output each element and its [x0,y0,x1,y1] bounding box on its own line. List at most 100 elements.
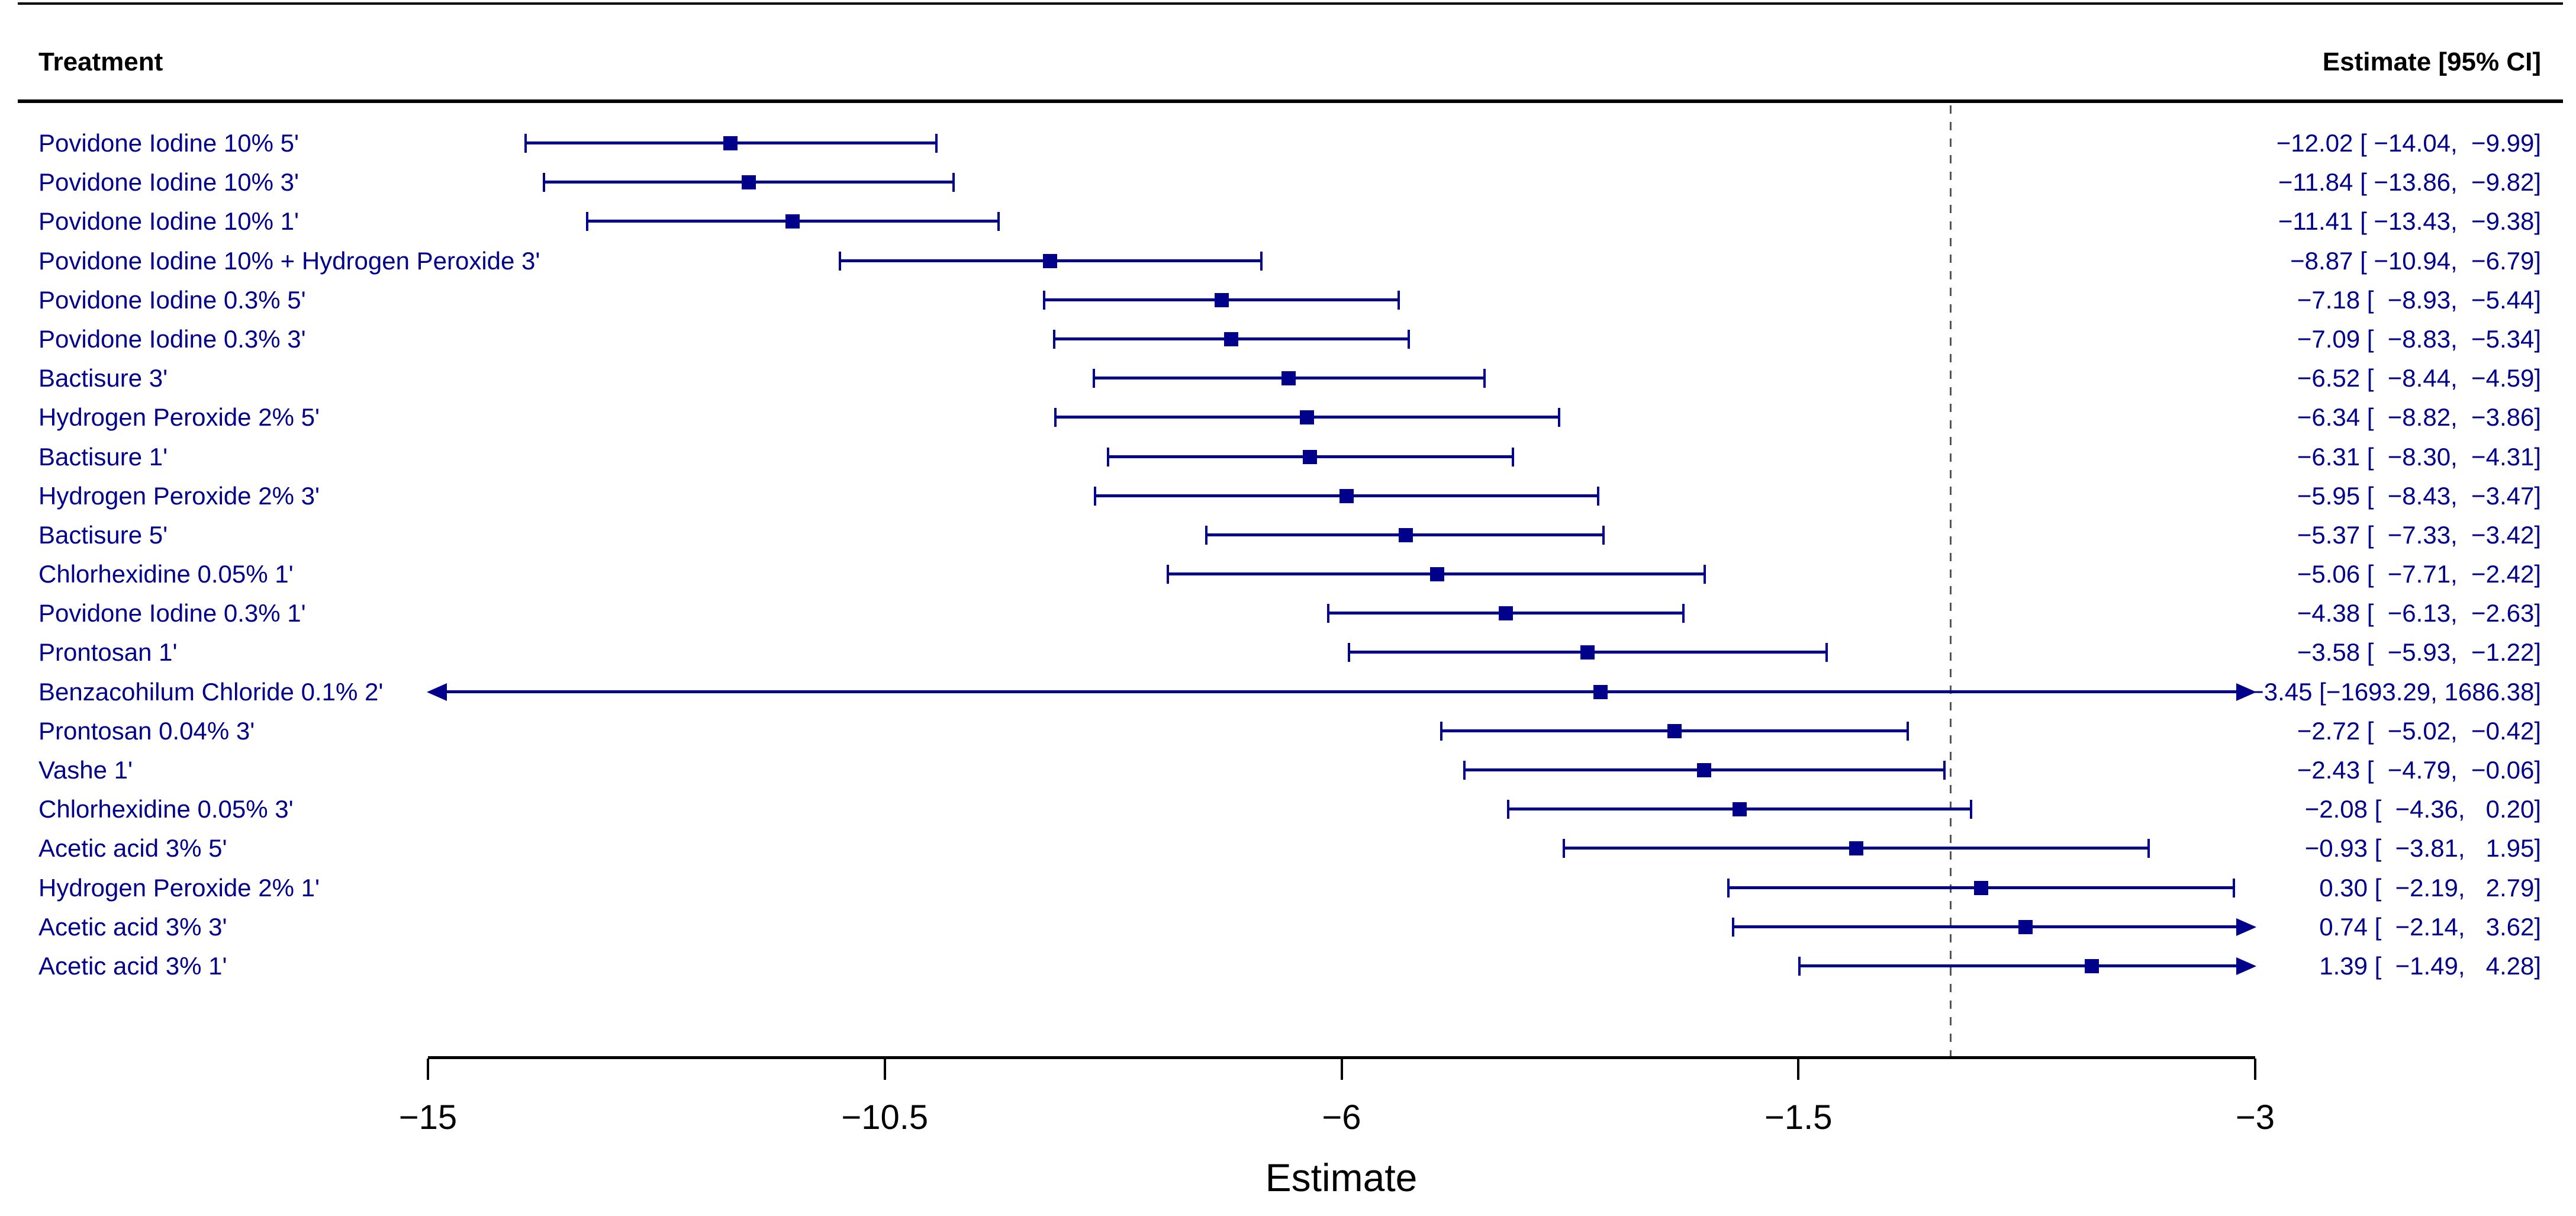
estimate-square-marker [723,136,738,150]
estimate-square-marker [741,175,756,190]
ci-cap-right [952,173,955,192]
header-rule [18,99,2563,103]
ci-cap-right [1602,525,1605,545]
x-axis-tick-label: −10.5 [841,1098,929,1137]
ci-cap-left [1053,329,1056,349]
ci-cap-left [1205,525,1208,545]
treatment-label: Chlorhexidine 0.05% 3' [38,795,294,823]
estimate-square-marker [1429,567,1444,582]
estimate-ci-value: −7.18 [ −8.93, −5.44] [2297,285,2541,314]
estimate-ci-value: −2.43 [ −4.79, −0.06] [2297,756,2541,784]
ci-cap-left [839,251,842,271]
ci-cap-left [1798,956,1801,976]
ci-cap-right [935,134,938,153]
estimate-ci-value: −3.45 [−1693.29, 1686.38] [2249,677,2541,706]
ci-cap-right [1597,486,1600,506]
estimate-square-marker [2018,919,2033,934]
ci-cap-left [1347,643,1350,662]
treatment-label: Vashe 1' [38,756,133,784]
estimate-ci-value: −11.41 [ −13.43, −9.38] [2278,207,2541,236]
ci-cap-left [1043,290,1045,310]
ci-cap-left [1093,486,1096,506]
ci-cap-left [542,173,545,192]
estimate-square-marker [1215,292,1229,307]
treatment-label: Povidone Iodine 10% + Hydrogen Peroxide … [38,246,540,275]
ci-cap-right [1907,721,1910,741]
ci-cap-left [524,134,527,153]
treatment-label: Benzacohilum Chloride 0.1% 2' [38,677,384,706]
estimate-square-marker [1339,488,1354,503]
ci-cap-left [1440,721,1442,741]
x-axis-tick [883,1059,886,1080]
treatment-label: Acetic acid 3% 3' [38,912,227,941]
estimate-square-marker [2084,958,2099,973]
ci-cap-right [997,212,1000,231]
treatment-label: Povidone Iodine 10% 3' [38,168,300,197]
treatment-label: Hydrogen Peroxide 2% 5' [38,403,320,432]
treatment-label: Bactisure 1' [38,442,168,471]
estimate-ci-column-header: Estimate [95% CI] [2322,47,2541,76]
treatment-label: Povidone Iodine 0.3% 5' [38,285,306,314]
x-axis-tick-label: −15 [398,1098,458,1137]
estimate-square-marker [1300,410,1315,425]
ci-cap-left [1167,565,1170,584]
x-axis-tick [2254,1059,2256,1080]
estimate-ci-value: −3.58 [ −5.93, −1.22] [2297,638,2541,667]
estimate-ci-value: −6.52 [ −8.44, −4.59] [2297,364,2541,393]
estimate-ci-value: −11.84 [ −13.86, −9.82] [2278,168,2541,197]
ci-cap-left [1327,604,1330,623]
x-axis-tick-label: −3 [2235,1098,2275,1137]
zero-reference-line [1950,105,1952,1056]
ci-cap-left [586,212,589,231]
ci-cap-right [1397,290,1400,310]
ci-cap-right [1260,251,1263,271]
ci-cap-right [1682,604,1685,623]
treatment-label: Povidone Iodine 10% 5' [38,129,300,157]
estimate-square-marker [1973,880,1988,895]
ci-cap-left [1463,761,1466,780]
estimate-square-marker [1281,371,1296,386]
estimate-square-marker [1580,645,1595,660]
ci-cap-right [1704,565,1706,584]
ci-cap-left [1506,800,1509,819]
treatment-label: Prontosan 1' [38,638,178,667]
estimate-square-marker [1667,723,1682,738]
treatment-label: Acetic acid 3% 5' [38,834,227,863]
estimate-square-marker [1303,449,1318,464]
ci-arrow-right [2236,918,2256,936]
estimate-square-marker [785,214,800,229]
treatment-label: Hydrogen Peroxide 2% 3' [38,481,320,510]
estimate-ci-value: 0.74 [ −2.14, 3.62] [2319,912,2541,941]
ci-cap-left [1732,917,1735,937]
treatment-label: Chlorhexidine 0.05% 1' [38,560,294,588]
ci-arrow-right [2236,957,2256,975]
estimate-square-marker [1593,684,1608,699]
ci-cap-left [1727,878,1730,897]
ci-cap-right [2147,839,2150,858]
estimate-ci-value: −2.08 [ −4.36, 0.20] [2304,795,2541,823]
treatment-label: Acetic acid 3% 1' [38,951,227,980]
ci-cap-right [1943,761,1946,780]
estimate-square-marker [1732,802,1747,817]
top-border-line [18,2,2563,5]
estimate-ci-value: −4.38 [ −6.13, −2.63] [2297,599,2541,628]
estimate-square-marker [1696,763,1711,778]
ci-cap-right [1483,369,1486,388]
treatment-column-header: Treatment [38,47,163,76]
x-axis-tick [1797,1059,1800,1080]
estimate-ci-value: 0.30 [ −2.19, 2.79] [2319,873,2541,902]
ci-cap-right [2232,878,2235,897]
ci-arrow-left [427,683,447,701]
x-axis-tick-label: −6 [1322,1098,1361,1137]
x-axis-line [428,1056,2255,1059]
ci-cap-right [1969,800,1972,819]
ci-line [1733,925,2240,928]
treatment-label: Hydrogen Peroxide 2% 1' [38,873,320,902]
treatment-label: Povidone Iodine 0.3% 1' [38,599,306,628]
estimate-square-marker [1849,841,1863,856]
treatment-label: Prontosan 0.04% 3' [38,716,255,745]
ci-cap-left [1093,369,1096,388]
ci-cap-left [1563,839,1566,858]
estimate-ci-value: −2.72 [ −5.02, −0.42] [2297,716,2541,745]
